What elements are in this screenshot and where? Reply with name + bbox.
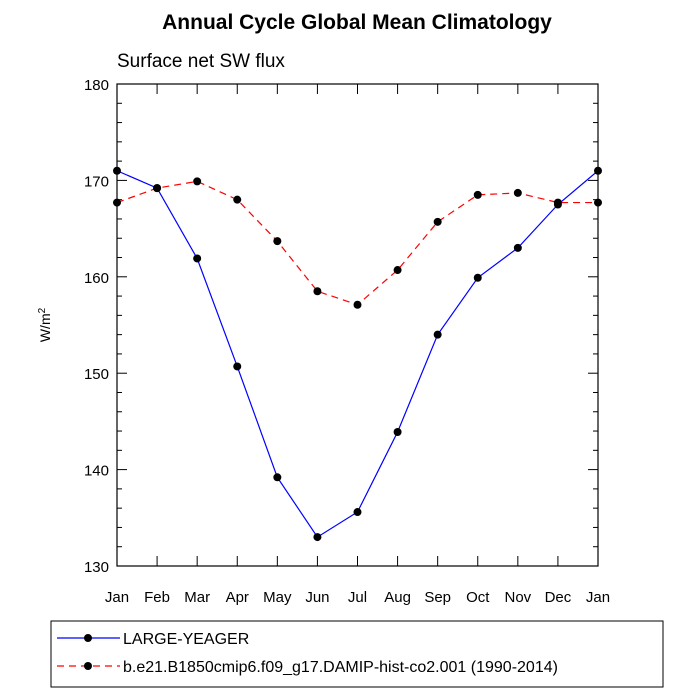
x-tick-label: Aug — [384, 589, 411, 606]
y-axis-label-unit: W/m — [37, 313, 53, 342]
data-point — [594, 166, 602, 175]
x-tick-label: Oct — [466, 589, 490, 606]
series-line — [116, 180, 598, 306]
data-point — [553, 200, 562, 209]
x-tick-label: Sep — [424, 589, 451, 606]
data-point — [353, 508, 362, 517]
series-line — [116, 170, 599, 538]
data-point — [153, 184, 162, 193]
x-tick-label: Jun — [305, 589, 329, 606]
plot-frame — [116, 83, 599, 567]
data-point — [313, 533, 322, 542]
plot-area: 130 140 150 160 170 180 Jan Feb Mar Apr May Jun Jul A… — [84, 77, 610, 606]
y-tick-label: 130 — [84, 559, 109, 576]
data-point — [393, 266, 402, 275]
y-tick-label: 180 — [84, 77, 109, 94]
data-point — [433, 217, 442, 226]
data-point — [313, 287, 322, 296]
y-tick-label: 160 — [84, 270, 109, 287]
data-point — [193, 254, 202, 263]
data-point — [433, 330, 442, 339]
data-point — [233, 362, 242, 371]
y-axis-label: W/m2 — [37, 307, 53, 342]
x-tick-label: Jul — [348, 589, 367, 606]
legend-box — [50, 620, 664, 688]
data-point — [273, 237, 282, 246]
x-tick-label: Jan — [586, 589, 610, 606]
data-point — [594, 198, 602, 207]
x-tick-label: Jan — [105, 589, 129, 606]
data-point — [193, 177, 202, 186]
data-point — [233, 195, 242, 204]
y-tick-label: 150 — [84, 366, 109, 383]
data-point — [473, 190, 482, 199]
data-point — [113, 198, 121, 207]
data-point — [113, 166, 121, 175]
chart-title: Annual Cycle Global Mean Climatology — [162, 11, 552, 34]
data-point — [393, 428, 402, 437]
y-axis-label-exponent: 2 — [37, 307, 48, 313]
data-point — [513, 188, 522, 197]
data-point — [513, 243, 522, 252]
y-tick-label: 170 — [84, 173, 109, 190]
x-tick-label: Apr — [226, 589, 249, 606]
y-tick-label: 140 — [84, 463, 109, 480]
x-tick-label: Dec — [545, 589, 572, 606]
data-point — [273, 473, 282, 482]
legend-marker — [84, 662, 92, 670]
x-tick-label: Feb — [144, 589, 170, 606]
x-tick-label: Mar — [184, 589, 210, 606]
legend-label: b.e21.B1850cmip6.f09_g17.DAMIP-hist-co2.… — [123, 659, 558, 676]
x-tick-label: Nov — [504, 589, 531, 606]
data-point — [353, 300, 362, 309]
legend-marker — [84, 634, 92, 642]
legend-label: LARGE-YEAGER — [123, 631, 249, 648]
data-point — [473, 273, 482, 282]
x-tick-label: May — [263, 589, 292, 606]
legend: LARGE-YEAGER b.e21.B1850cmip6.f09_g17.DAM… — [50, 620, 664, 688]
chart-subtitle: Surface net SW flux — [117, 51, 285, 72]
